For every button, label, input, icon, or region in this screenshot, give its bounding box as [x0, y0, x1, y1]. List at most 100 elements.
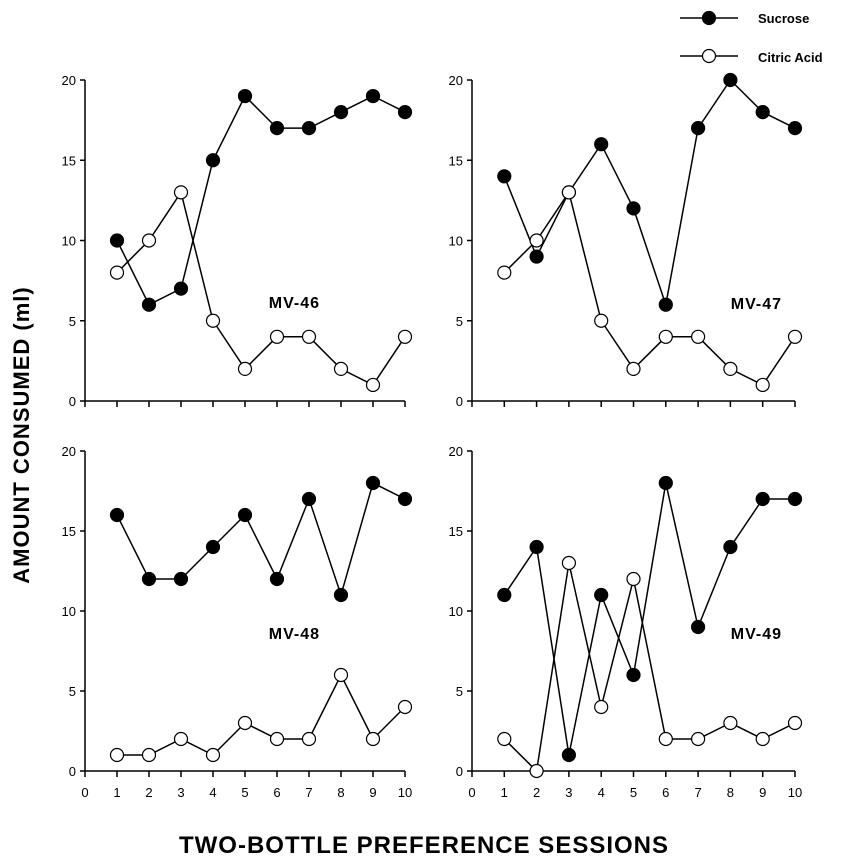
y-tick-label: 5: [456, 684, 463, 699]
legend-label-citric-acid: Citric Acid: [758, 50, 823, 65]
y-tick-label: 15: [62, 153, 76, 168]
panel-label-mv-47: MV-47: [731, 296, 782, 313]
x-tick-label: 5: [241, 785, 248, 800]
point-sucrose: [397, 104, 413, 120]
point-citric-acid: [561, 555, 577, 571]
point-sucrose: [594, 587, 609, 603]
x-tick-label: 6: [273, 785, 280, 800]
point-citric-acid: [594, 313, 609, 328]
y-tick-label: 0: [456, 764, 463, 779]
point-sucrose: [561, 747, 577, 763]
x-tick-label: 5: [630, 785, 637, 800]
point-citric-acid: [658, 731, 673, 747]
x-tick-label: 9: [759, 785, 766, 800]
point-sucrose: [205, 153, 221, 168]
point-sucrose: [690, 619, 706, 635]
point-sucrose: [787, 491, 803, 507]
legend-label-sucrose: Sucrose: [758, 11, 809, 26]
y-tick-label: 5: [69, 314, 76, 329]
y-axis-label: AMOUNT CONSUMED (ml): [9, 286, 34, 584]
point-sucrose: [365, 88, 381, 104]
point-sucrose: [626, 667, 641, 683]
point-citric-acid: [397, 699, 413, 715]
y-tick-label: 15: [62, 524, 76, 539]
point-sucrose: [109, 507, 125, 523]
point-sucrose: [333, 104, 349, 120]
point-sucrose: [205, 539, 221, 555]
series-line-citric-acid: [116, 190, 406, 386]
point-citric-acid: [109, 265, 125, 280]
point-citric-acid: [365, 377, 381, 393]
point-citric-acid: [594, 699, 609, 715]
x-tick-label: 0: [468, 785, 475, 800]
series-line-sucrose: [116, 481, 406, 598]
point-citric-acid: [723, 361, 738, 376]
point-citric-acid: [301, 329, 317, 344]
point-citric-acid: [237, 361, 253, 376]
y-tick-label: 20: [62, 73, 76, 88]
point-sucrose: [529, 249, 544, 264]
y-tick-label: 15: [449, 153, 463, 168]
point-sucrose: [626, 201, 641, 216]
point-sucrose: [301, 121, 317, 136]
x-tick-label: 7: [694, 785, 701, 800]
y-tick-label: 15: [449, 524, 463, 539]
point-citric-acid: [787, 329, 803, 344]
point-sucrose: [109, 233, 125, 248]
x-tick-label: 0: [81, 785, 88, 800]
point-sucrose: [787, 121, 803, 136]
x-tick-label: 10: [398, 785, 412, 800]
point-citric-acid: [333, 667, 349, 683]
point-citric-acid: [529, 233, 544, 248]
x-tick-label: 6: [662, 785, 669, 800]
x-tick-label: 3: [177, 785, 184, 800]
x-tick-label: 8: [337, 785, 344, 800]
series-line-citric-acid: [503, 190, 796, 386]
point-sucrose: [529, 539, 544, 555]
point-citric-acid: [301, 731, 317, 747]
panel-mv-46: 0 5 10 15 20 MV-46: [62, 73, 413, 409]
point-sucrose: [141, 571, 157, 587]
point-sucrose: [301, 491, 317, 507]
point-citric-acid: [626, 361, 641, 376]
point-sucrose: [237, 88, 253, 104]
point-citric-acid: [237, 715, 253, 731]
point-citric-acid: [787, 715, 803, 731]
point-sucrose: [658, 475, 673, 491]
y-tick-label: 20: [62, 444, 76, 459]
point-sucrose: [497, 169, 512, 184]
point-citric-acid: [205, 313, 221, 328]
series-line-sucrose: [503, 78, 796, 305]
y-tick-label: 10: [62, 604, 76, 619]
panel-label-mv-48: MV-48: [269, 626, 320, 643]
point-sucrose: [594, 137, 609, 152]
y-tick-label: 0: [456, 394, 463, 409]
x-tick-label: 10: [788, 785, 802, 800]
y-tick-label: 0: [69, 764, 76, 779]
point-citric-acid: [173, 731, 189, 747]
point-sucrose: [333, 587, 349, 603]
x-tick-label: 1: [501, 785, 508, 800]
series-line-sucrose: [116, 94, 406, 306]
series-line-citric-acid: [503, 562, 796, 773]
panel-mv-48: 0 5 10 15 20 0 1 2 3 4 5 6 7 8 9 10 MV-48: [62, 444, 413, 800]
point-sucrose: [397, 491, 413, 507]
point-citric-acid: [141, 747, 157, 763]
point-citric-acid: [269, 329, 285, 344]
point-citric-acid: [658, 329, 673, 344]
point-citric-acid: [529, 763, 544, 779]
x-tick-label: 7: [305, 785, 312, 800]
point-sucrose: [269, 571, 285, 587]
point-sucrose: [173, 281, 189, 296]
point-sucrose: [755, 491, 770, 507]
y-tick-label: 20: [449, 444, 463, 459]
point-citric-acid: [365, 731, 381, 747]
legend: Sucrose Citric Acid: [680, 10, 823, 65]
point-citric-acid: [497, 265, 512, 280]
x-axis-label: TWO-BOTTLE PREFERENCE SESSIONS: [178, 832, 670, 859]
point-sucrose: [690, 121, 706, 136]
y-tick-label: 0: [69, 394, 76, 409]
point-sucrose: [365, 475, 381, 491]
point-sucrose: [269, 121, 285, 136]
